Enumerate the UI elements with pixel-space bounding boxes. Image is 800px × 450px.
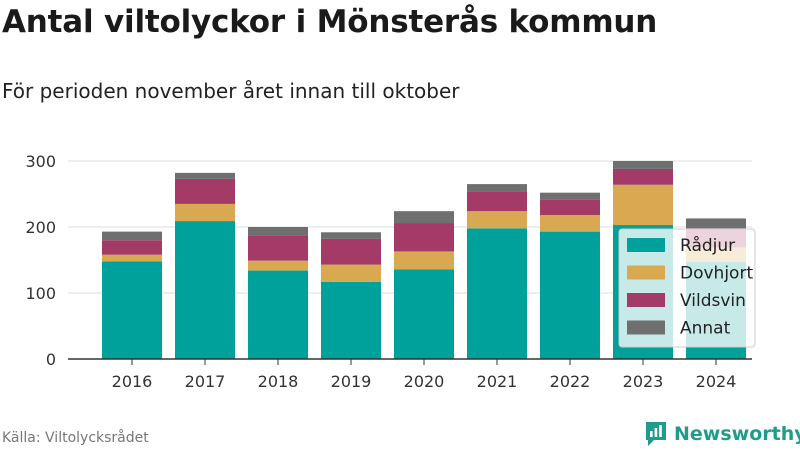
x-tick-label: 2022 <box>550 372 591 391</box>
bar-stack-2017 <box>175 172 235 359</box>
x-tick-label: 2024 <box>696 372 737 391</box>
bar-radjur-2019 <box>321 281 381 359</box>
bar-dovhjort-2016 <box>102 254 162 262</box>
bar-dovhjort-2022 <box>540 215 600 232</box>
x-tick-label: 2020 <box>404 372 445 391</box>
bar-annat-2022 <box>540 192 600 200</box>
bar-stack-2019 <box>321 232 381 359</box>
y-tick-label: 0 <box>46 350 56 369</box>
bar-annat-2023 <box>613 161 673 169</box>
bar-dovhjort-2018 <box>248 260 308 271</box>
source-note: Källa: Viltolycksrådet <box>2 430 149 446</box>
bar-radjur-2020 <box>394 269 454 359</box>
x-tick-label: 2019 <box>331 372 372 391</box>
bar-vildsvin-2016 <box>102 240 162 255</box>
chart-title: Antal viltolyckor i Mönsterås kommun <box>2 4 658 40</box>
legend-swatch-vildsvin <box>627 293 665 307</box>
y-tick-label: 200 <box>25 218 56 237</box>
bar-annat-2020 <box>394 211 454 224</box>
brand-name: Newsworthy <box>674 423 800 445</box>
bar-vildsvin-2017 <box>175 178 235 204</box>
bar-vildsvin-2021 <box>467 191 527 212</box>
bar-stack-2018 <box>248 227 308 359</box>
chart-subtitle: För perioden november året innan till ok… <box>2 79 460 103</box>
bar-annat-2019 <box>321 232 381 239</box>
bar-radjur-2022 <box>540 231 600 359</box>
legend-swatch-radjur <box>627 238 665 252</box>
legend-swatch-dovhjort <box>627 265 665 280</box>
bar-stack-2020 <box>394 211 454 359</box>
bar-dovhjort-2019 <box>321 264 381 282</box>
x-tick-label: 2017 <box>185 372 226 391</box>
bar-vildsvin-2018 <box>248 235 308 261</box>
bar-dovhjort-2017 <box>175 203 235 222</box>
legend-label-annat: Annat <box>680 319 731 339</box>
newsworthy-logo-icon <box>646 422 666 446</box>
legend-box <box>618 228 756 348</box>
bar-radjur-2021 <box>467 228 527 359</box>
legend-swatch-annat <box>627 320 665 335</box>
legend-label-dovhjort: Dovhjort <box>680 264 753 284</box>
bar-annat-2024 <box>686 218 746 229</box>
bar-annat-2016 <box>102 231 162 241</box>
bar-vildsvin-2020 <box>394 223 454 252</box>
x-tick-label: 2018 <box>258 372 299 391</box>
bar-radjur-2018 <box>248 270 308 359</box>
bar-radjur-2016 <box>102 261 162 359</box>
bar-dovhjort-2020 <box>394 251 454 270</box>
bar-annat-2018 <box>248 227 308 236</box>
x-tick-label: 2023 <box>623 372 664 391</box>
y-tick-label: 100 <box>25 284 56 303</box>
bar-annat-2017 <box>175 172 235 179</box>
legend-label-radjur: Rådjur <box>680 235 735 256</box>
bar-vildsvin-2022 <box>540 199 600 216</box>
bar-vildsvin-2023 <box>613 168 673 185</box>
bar-stack-2021 <box>467 184 527 359</box>
bar-stack-2022 <box>540 192 600 359</box>
x-tick-label: 2021 <box>477 372 518 391</box>
bar-vildsvin-2019 <box>321 238 381 265</box>
bar-annat-2021 <box>467 184 527 192</box>
y-tick-label: 300 <box>25 152 56 171</box>
y-axis-ticks: 0 100 200 300 <box>25 152 56 369</box>
bar-dovhjort-2023 <box>613 184 673 226</box>
bar-radjur-2017 <box>175 221 235 359</box>
bar-dovhjort-2021 <box>467 211 527 229</box>
x-tick-label: 2016 <box>112 372 153 391</box>
brand-logo: Newsworthy <box>644 420 800 448</box>
x-axis-ticks: 2016 2017 2018 2019 2020 2021 2022 2023 2024 <box>112 359 737 391</box>
legend: Rådjur Dovhjort Vildsvin Annat <box>618 228 756 348</box>
bar-stack-2016 <box>102 231 162 359</box>
legend-label-vildsvin: Vildsvin <box>680 291 746 311</box>
